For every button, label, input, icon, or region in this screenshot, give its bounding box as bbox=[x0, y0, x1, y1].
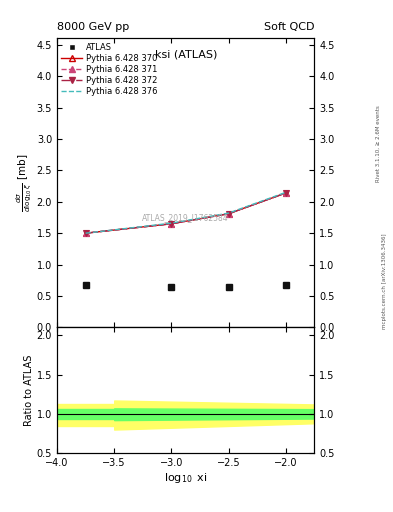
ATLAS bbox=[283, 282, 288, 288]
Pythia 6.428 372 bbox=[169, 221, 174, 227]
Pythia 6.428 371 bbox=[226, 210, 231, 217]
Pythia 6.428 372 bbox=[226, 210, 231, 217]
Line: Pythia 6.428 370: Pythia 6.428 370 bbox=[83, 190, 288, 236]
Text: ksi (ATLAS): ksi (ATLAS) bbox=[154, 50, 217, 60]
ATLAS bbox=[169, 284, 174, 290]
X-axis label: $\log_{10}$ xi: $\log_{10}$ xi bbox=[164, 471, 208, 485]
Pythia 6.428 376 bbox=[283, 189, 288, 196]
Line: Pythia 6.428 376: Pythia 6.428 376 bbox=[86, 193, 286, 233]
ATLAS bbox=[83, 282, 88, 288]
Text: Rivet 3.1.10, ≥ 2.6M events: Rivet 3.1.10, ≥ 2.6M events bbox=[376, 105, 380, 182]
Pythia 6.428 371 bbox=[283, 190, 288, 196]
Legend: ATLAS, Pythia 6.428 370, Pythia 6.428 371, Pythia 6.428 372, Pythia 6.428 376: ATLAS, Pythia 6.428 370, Pythia 6.428 37… bbox=[59, 41, 159, 98]
Pythia 6.428 371 bbox=[83, 230, 88, 236]
Text: 8000 GeV pp: 8000 GeV pp bbox=[57, 22, 129, 32]
Pythia 6.428 370 bbox=[226, 210, 231, 217]
Text: ATLAS_2019_I1762584: ATLAS_2019_I1762584 bbox=[142, 213, 229, 222]
Pythia 6.428 370 bbox=[169, 221, 174, 227]
Pythia 6.428 370 bbox=[283, 190, 288, 196]
ATLAS bbox=[226, 284, 231, 290]
Pythia 6.428 372 bbox=[83, 230, 88, 236]
Text: mcplots.cern.ch [arXiv:1306.3436]: mcplots.cern.ch [arXiv:1306.3436] bbox=[382, 234, 387, 329]
Pythia 6.428 372 bbox=[283, 190, 288, 196]
Pythia 6.428 371 bbox=[169, 221, 174, 227]
Y-axis label: $\frac{d\sigma}{d\log_{10}\xi}$ [mb]: $\frac{d\sigma}{d\log_{10}\xi}$ [mb] bbox=[14, 154, 34, 212]
Y-axis label: Ratio to ATLAS: Ratio to ATLAS bbox=[24, 355, 34, 426]
Pythia 6.428 376 bbox=[83, 230, 88, 236]
Line: ATLAS: ATLAS bbox=[83, 282, 289, 290]
Pythia 6.428 376 bbox=[169, 220, 174, 226]
Pythia 6.428 376 bbox=[226, 210, 231, 216]
Line: Pythia 6.428 372: Pythia 6.428 372 bbox=[83, 190, 288, 236]
Pythia 6.428 370 bbox=[83, 230, 88, 236]
Text: Soft QCD: Soft QCD bbox=[264, 22, 314, 32]
Line: Pythia 6.428 371: Pythia 6.428 371 bbox=[83, 190, 288, 236]
